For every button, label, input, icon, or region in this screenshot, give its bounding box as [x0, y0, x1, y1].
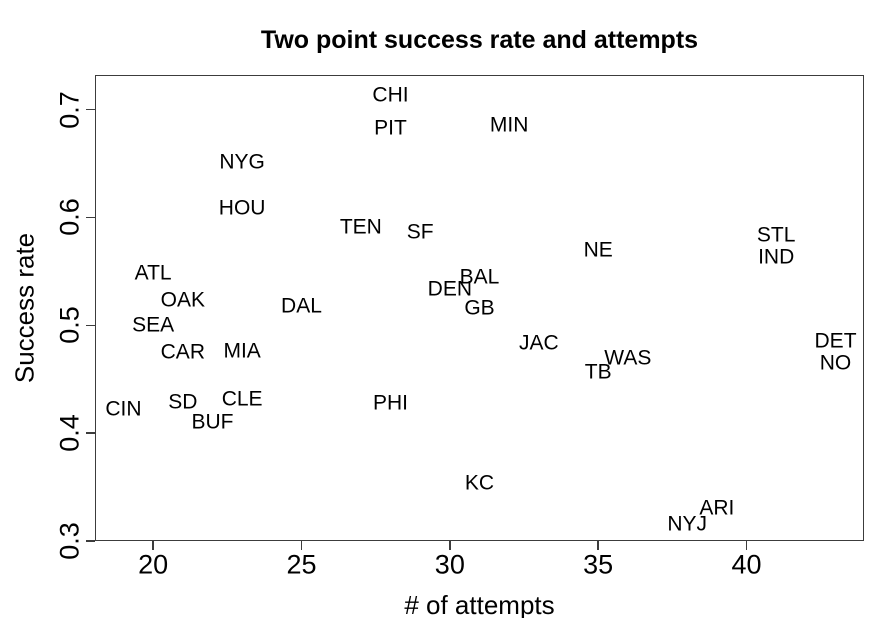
y-tick-mark: [86, 108, 95, 111]
y-tick-label: 0.4: [54, 414, 85, 452]
point-label-den: DEN: [427, 277, 472, 301]
point-label-sea: SEA: [132, 313, 175, 337]
y-tick-label: 0.5: [54, 306, 85, 345]
chart-title: Two point success rate and attempts: [260, 26, 699, 54]
point-label-sf: SF: [406, 220, 434, 244]
point-label-nyj: NYJ: [667, 512, 708, 536]
point-label-tb: TB: [584, 360, 612, 384]
point-label-hou: HOU: [218, 196, 266, 220]
point-label-oak: OAK: [160, 288, 205, 312]
x-tick-mark: [745, 541, 748, 550]
point-label-gb: GB: [464, 296, 495, 320]
point-label-cle: CLE: [221, 387, 263, 411]
y-tick-mark: [86, 216, 95, 219]
y-tick-mark: [86, 324, 95, 326]
point-label-nyg: NYG: [219, 150, 265, 174]
y-tick-mark: [86, 540, 95, 542]
y-axis-label: Success rate: [9, 232, 40, 384]
point-label-kc: KC: [464, 471, 495, 495]
point-label-jac: JAC: [518, 331, 559, 355]
point-label-min: MIN: [489, 113, 529, 137]
point-label-ten: TEN: [339, 215, 382, 239]
plot-area: [95, 75, 864, 541]
y-tick-label: 0.7: [54, 90, 85, 129]
x-tick-mark: [449, 541, 451, 550]
point-label-ind: IND: [758, 245, 795, 269]
point-label-bal: BAL: [459, 265, 500, 289]
point-label-phi: PHI: [372, 391, 408, 415]
x-tick-label: 40: [731, 549, 762, 580]
x-tick-label: 35: [583, 549, 614, 580]
point-label-cin: CIN: [105, 397, 142, 421]
x-tick-mark: [300, 541, 303, 550]
y-tick-label: 0.6: [54, 198, 85, 237]
point-label-car: CAR: [160, 340, 205, 364]
point-label-was: WAS: [604, 346, 652, 370]
x-axis-label: # of attempts: [404, 590, 555, 618]
point-label-pit: PIT: [374, 116, 407, 140]
point-label-no: NO: [819, 351, 852, 375]
point-label-mia: MIA: [223, 339, 261, 363]
x-tick-mark: [597, 541, 599, 550]
point-label-chi: CHI: [372, 83, 409, 107]
point-label-ne: NE: [583, 238, 613, 262]
y-tick-label: 0.3: [54, 522, 85, 560]
x-tick-label: 25: [286, 549, 317, 580]
point-label-sd: SD: [168, 390, 198, 414]
x-tick-label: 30: [434, 549, 465, 580]
point-label-buf: BUF: [191, 410, 234, 434]
point-label-stl: STL: [756, 223, 796, 247]
point-label-ari: ARI: [699, 496, 735, 520]
y-tick-mark: [86, 432, 95, 434]
x-tick-label: 20: [138, 549, 169, 580]
x-tick-mark: [152, 541, 154, 550]
point-label-det: DET: [814, 329, 857, 353]
point-label-dal: DAL: [281, 294, 322, 318]
point-label-atl: ATL: [134, 261, 172, 285]
